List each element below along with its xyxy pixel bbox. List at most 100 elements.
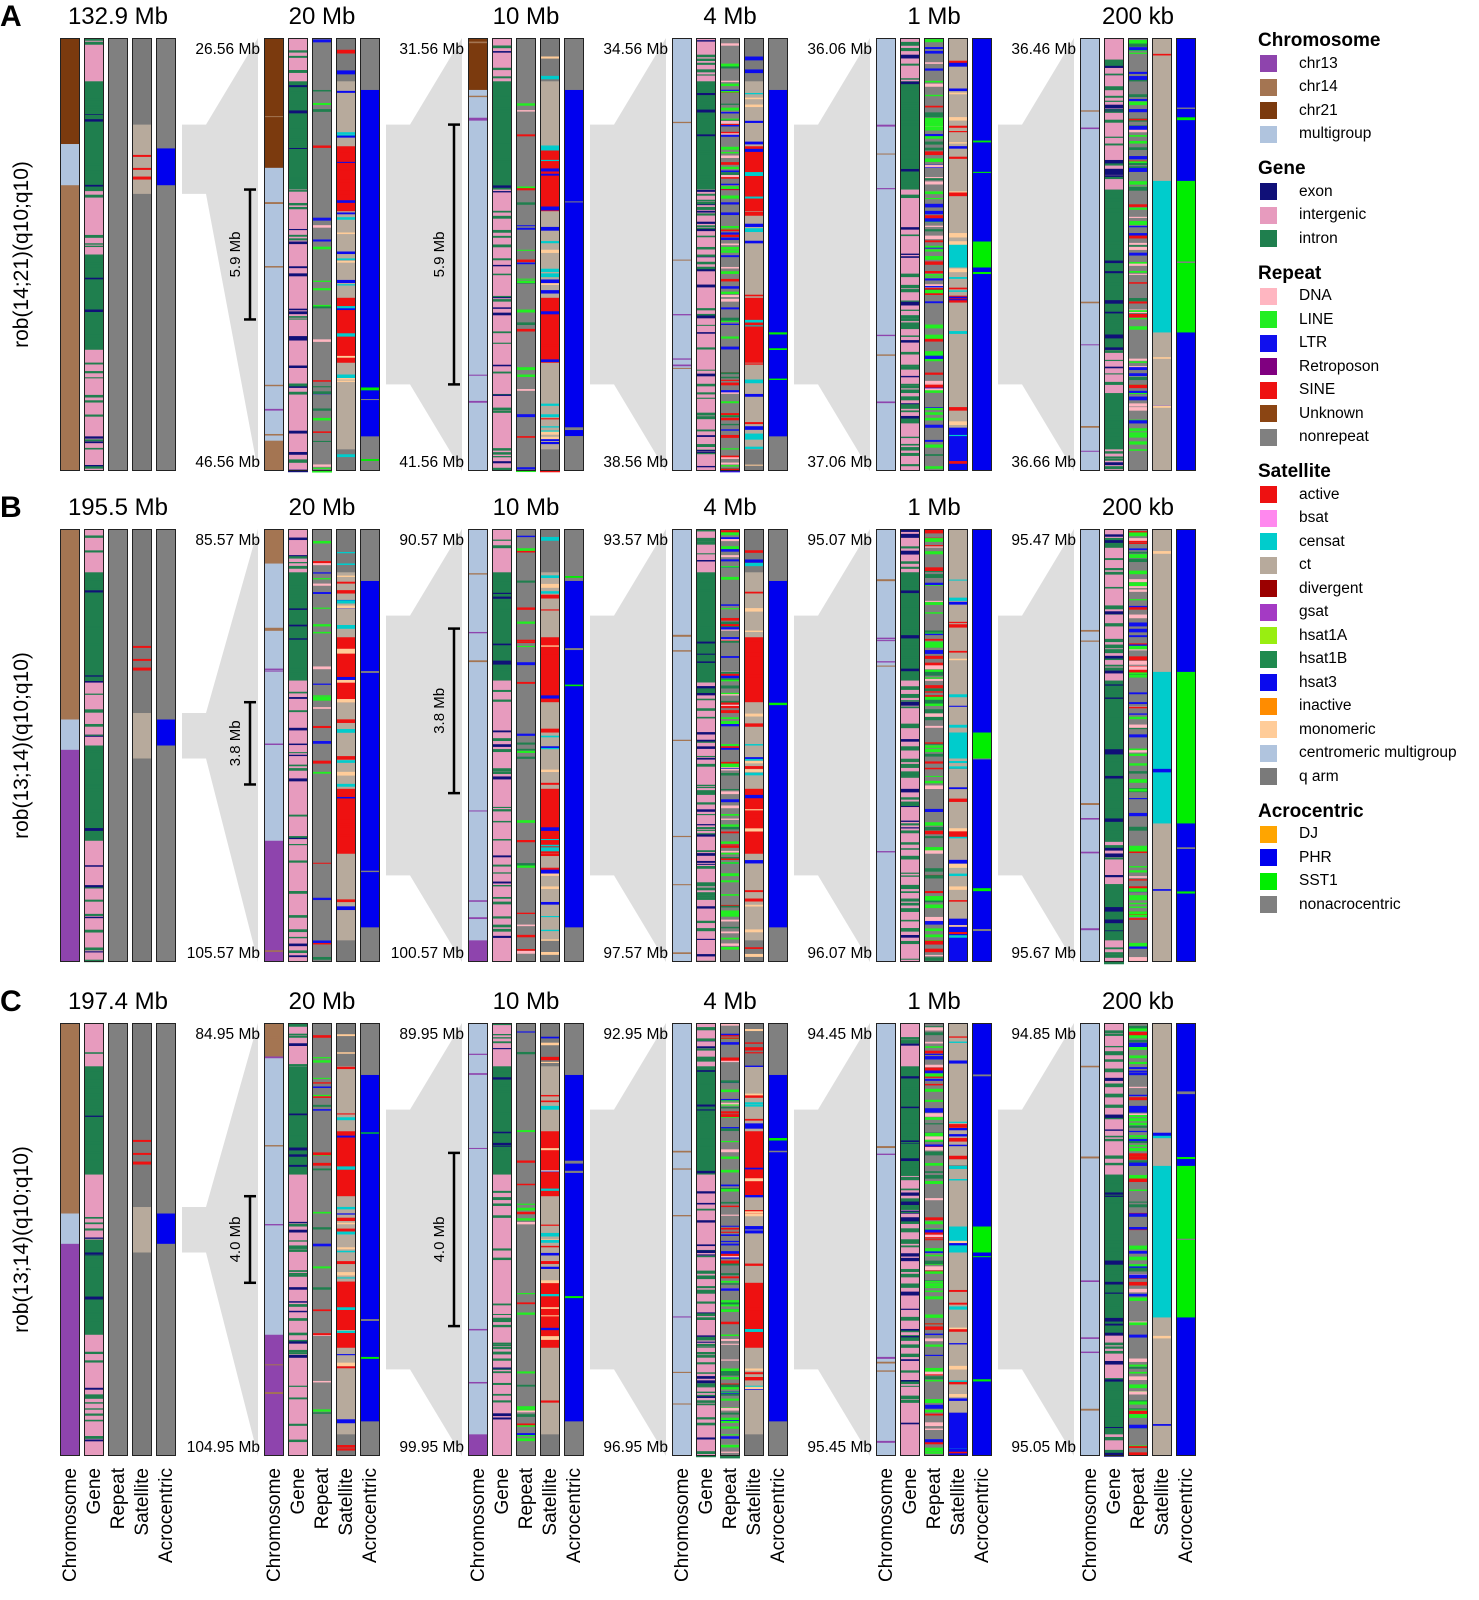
chromosome-track-segment	[468, 1023, 488, 1435]
chromosome-track-feature	[1080, 450, 1100, 452]
satellite-track-feature	[948, 650, 968, 653]
chromosome-track-feature	[468, 374, 488, 376]
legend-swatch	[1260, 627, 1277, 645]
satellite-track-feature	[540, 1100, 560, 1103]
gene-track-feature	[900, 1336, 920, 1341]
gene-track-feature	[900, 891, 920, 894]
satellite-track-feature	[948, 886, 968, 890]
gene-track-feature	[1104, 1196, 1124, 1201]
legend-label: intron	[1299, 229, 1338, 247]
gene-track-feature	[900, 117, 920, 120]
chromosome-track-segment	[468, 38, 488, 90]
gene-track-feature	[696, 412, 716, 416]
gene-track-feature	[288, 710, 308, 713]
gene-track-feature	[696, 1301, 716, 1304]
gene-track-feature	[1104, 623, 1124, 627]
repeat-track-feature	[312, 109, 332, 112]
satellite-track-feature	[744, 1125, 764, 1129]
repeat-track-feature	[924, 284, 944, 288]
satellite-track-feature	[744, 1226, 764, 1230]
repeat-track-feature	[924, 454, 944, 456]
legend-label: PHR	[1299, 848, 1332, 866]
satellite-track-feature	[540, 1148, 560, 1151]
satellite-track-feature	[744, 828, 764, 832]
gene-track-feature	[492, 371, 512, 374]
gene-track-feature	[1104, 919, 1124, 924]
repeat-track-feature	[924, 439, 944, 442]
gene-track-feature	[492, 662, 512, 665]
repeat-track-feature	[720, 937, 740, 940]
repeat-track-feature	[924, 1171, 944, 1173]
gene-track-feature	[900, 701, 920, 706]
gene-track-feature	[696, 315, 716, 319]
repeat-track-feature	[924, 655, 944, 659]
satellite-track-feature	[336, 306, 356, 309]
repeat-track-feature	[924, 850, 944, 854]
satellite-track-border	[336, 38, 356, 471]
start-coordinate-label: 36.46 Mb	[1011, 41, 1076, 58]
repeat-track-feature	[1128, 1452, 1148, 1456]
satellite-track-feature	[336, 260, 356, 263]
zoom-view-title: 197.4 Mb	[68, 988, 168, 1015]
repeat-track-feature	[312, 1057, 332, 1059]
gene-track-feature	[1104, 797, 1124, 801]
gene-track-feature	[696, 1352, 716, 1355]
chromosome-track-feature	[672, 884, 692, 886]
chromosome-track-border	[672, 38, 692, 471]
repeat-track-feature	[1128, 376, 1148, 381]
track-label: Satellite	[948, 1468, 969, 1536]
gene-track-feature	[1104, 1093, 1124, 1098]
legend-item: censat	[1258, 530, 1478, 554]
repeat-track-feature	[312, 771, 332, 774]
legend-swatch	[1260, 287, 1277, 305]
satellite-track-feature	[540, 695, 560, 699]
gene-track-feature	[84, 1351, 104, 1355]
repeat-track-feature	[516, 924, 536, 927]
gene-track-feature	[492, 1324, 512, 1328]
repeat-track-feature	[924, 1083, 944, 1086]
satellite-track-feature	[744, 794, 764, 799]
chromosome-track-feature	[468, 118, 488, 121]
gene-track-feature	[492, 342, 512, 344]
repeat-track-feature	[1128, 599, 1148, 601]
zoom-view-title: 10 Mb	[493, 494, 560, 521]
chromosome-track-feature	[468, 41, 488, 44]
satellite-track-feature	[132, 1161, 152, 1165]
legend-label: chr14	[1299, 78, 1338, 96]
gene-track-feature	[696, 235, 716, 238]
repeat-track-feature	[720, 905, 740, 908]
repeat-track-feature	[720, 640, 740, 643]
repeat-track-feature	[924, 1333, 944, 1336]
gene-track-feature	[492, 1317, 512, 1321]
gene-track-feature	[1104, 571, 1124, 575]
track-label: Acrocentric	[972, 1468, 993, 1563]
repeat-track-feature	[720, 1276, 740, 1279]
gene-track-feature	[696, 1275, 716, 1279]
repeat-track-feature	[312, 1096, 332, 1098]
gene-track-feature	[84, 1395, 104, 1399]
scale-bar-label: 4.0 Mb	[431, 1217, 448, 1263]
gene-track-feature	[1104, 808, 1124, 811]
repeat-track-feature	[312, 956, 332, 960]
zoom-view-title: 200 kb	[1102, 3, 1174, 30]
acrocentric-track-feature	[1176, 847, 1196, 849]
gene-track-feature	[1104, 1030, 1124, 1034]
repeat-track-feature	[720, 772, 740, 776]
repeat-track-feature	[924, 1162, 944, 1166]
gene-track-feature	[492, 1313, 512, 1316]
gene-track-feature	[900, 340, 920, 343]
gene-track-feature	[1104, 857, 1124, 860]
satellite-track-feature	[948, 925, 968, 927]
acrocentric-track-segment	[564, 580, 584, 928]
gene-track-feature	[1104, 845, 1124, 848]
gene-track-border	[288, 38, 308, 471]
repeat-track-feature	[924, 567, 944, 572]
chromosome-track-feature	[264, 1056, 284, 1059]
gene-track-feature	[492, 407, 512, 411]
legend-item: PHR	[1258, 846, 1478, 870]
gene-track-feature	[900, 124, 920, 126]
satellite-track-feature	[540, 1056, 560, 1061]
repeat-track-bg	[720, 1023, 740, 1456]
gene-track-border	[900, 38, 920, 471]
repeat-track-feature	[720, 674, 740, 678]
